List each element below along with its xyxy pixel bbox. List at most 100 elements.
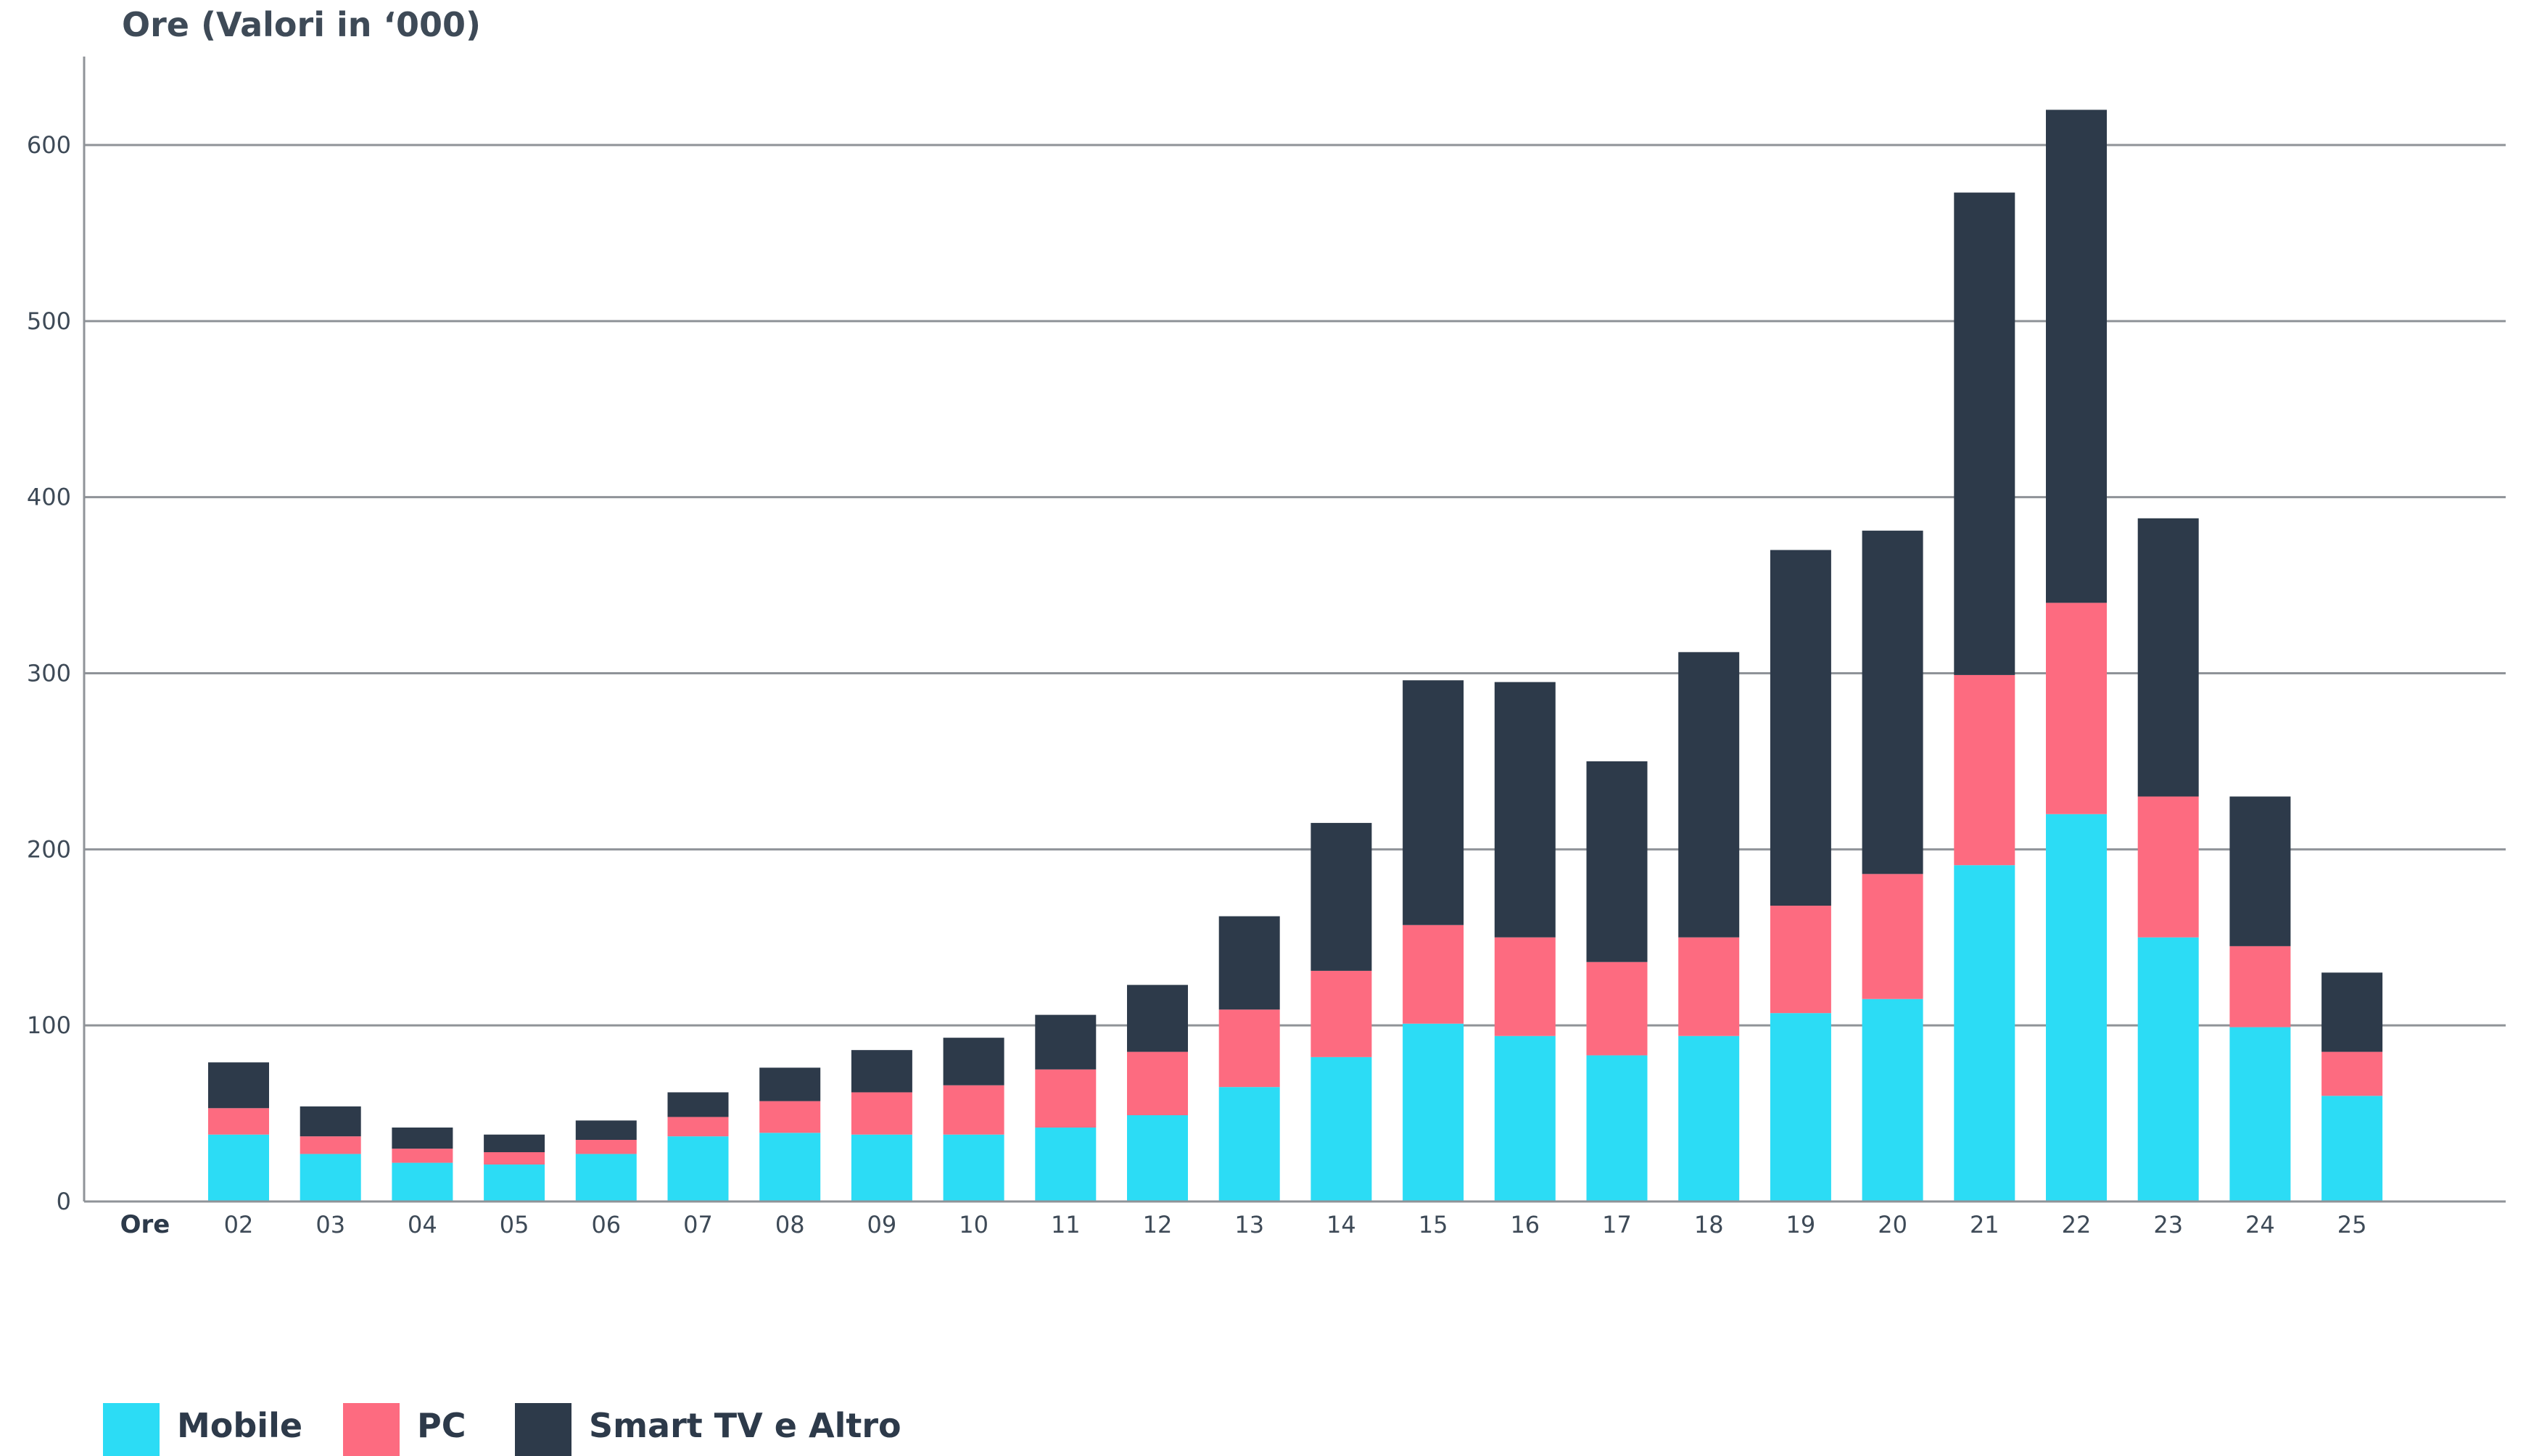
bar-smart-tv-e-altro-03 xyxy=(300,1106,361,1137)
x-tick-label: 10 xyxy=(959,1211,988,1238)
y-tick-label: 100 xyxy=(27,1012,71,1039)
chart-title: Ore (Valori in ‘000) xyxy=(122,5,481,44)
bar-mobile-04 xyxy=(392,1162,453,1201)
bar-pc-22 xyxy=(2046,603,2107,814)
bar-mobile-11 xyxy=(1035,1128,1097,1201)
bar-mobile-10 xyxy=(943,1134,1004,1201)
x-tick-label: 16 xyxy=(1510,1211,1540,1238)
bar-mobile-06 xyxy=(575,1154,637,1201)
bar-mobile-14 xyxy=(1311,1056,1372,1201)
bar-smart-tv-e-altro-07 xyxy=(667,1092,729,1117)
x-tick-label: 22 xyxy=(2062,1211,2092,1238)
y-tick-label: 500 xyxy=(27,307,71,335)
x-tick-label: 02 xyxy=(224,1211,254,1238)
y-tick-label: 600 xyxy=(27,131,71,159)
x-tick-label: 12 xyxy=(1143,1211,1173,1238)
bar-mobile-02 xyxy=(208,1134,269,1201)
y-axis-tick-labels: 0 100 200 300 400 500 600 xyxy=(27,131,71,1215)
bar-mobile-23 xyxy=(2137,937,2199,1201)
bar-smart-tv-e-altro-25 xyxy=(2321,972,2383,1052)
bar-mobile-19 xyxy=(1770,1013,1831,1201)
x-tick-label: 08 xyxy=(775,1211,805,1238)
bar-mobile-16 xyxy=(1494,1035,1556,1201)
bar-mobile-05 xyxy=(484,1165,545,1201)
x-tick-label: 05 xyxy=(500,1211,529,1238)
x-tick-label: 20 xyxy=(1878,1211,1907,1238)
bar-smart-tv-e-altro-14 xyxy=(1311,822,1372,971)
bar-smart-tv-e-altro-05 xyxy=(484,1134,545,1153)
bar-mobile-08 xyxy=(759,1133,821,1201)
y-tick-label: 300 xyxy=(27,660,71,687)
bar-smart-tv-e-altro-15 xyxy=(1403,680,1464,925)
bar-pc-11 xyxy=(1035,1069,1097,1128)
bar-mobile-07 xyxy=(667,1136,729,1201)
bar-pc-02 xyxy=(208,1108,269,1135)
bar-pc-09 xyxy=(851,1092,912,1135)
bar-pc-07 xyxy=(667,1117,729,1137)
x-tick-label: 24 xyxy=(2245,1211,2275,1238)
bar-pc-23 xyxy=(2137,796,2199,938)
bar-smart-tv-e-altro-21 xyxy=(1954,192,2015,675)
bar-pc-04 xyxy=(392,1149,453,1163)
bar-pc-10 xyxy=(943,1085,1004,1135)
x-tick-label: 19 xyxy=(1786,1211,1816,1238)
bar-smart-tv-e-altro-16 xyxy=(1494,682,1556,938)
bar-mobile-22 xyxy=(2046,814,2107,1201)
x-tick-label: 15 xyxy=(1419,1211,1448,1238)
x-tick-label: 04 xyxy=(408,1211,437,1238)
bar-mobile-21 xyxy=(1954,865,2015,1201)
bar-smart-tv-e-altro-24 xyxy=(2229,796,2291,946)
bar-pc-17 xyxy=(1586,961,1648,1056)
x-axis-tick-labels: 02 03 04 05 06 07 08 09 10 11 12 13 14 15 16 17 18 19 20 21… xyxy=(224,1211,2367,1238)
bar-pc-21 xyxy=(1954,674,2015,866)
bar-pc-05 xyxy=(484,1152,545,1165)
x-tick-label: 09 xyxy=(867,1211,897,1238)
bar-smart-tv-e-altro-22 xyxy=(2046,109,2107,603)
x-tick-label: 23 xyxy=(2153,1211,2183,1238)
legend-swatch-pc xyxy=(343,1403,400,1456)
legend: Mobile PC Smart TV e Altro xyxy=(103,1403,901,1456)
bar-smart-tv-e-altro-08 xyxy=(759,1067,821,1101)
bar-smart-tv-e-altro-23 xyxy=(2137,518,2199,797)
bar-mobile-03 xyxy=(300,1154,361,1201)
x-tick-label: 17 xyxy=(1602,1211,1632,1238)
x-axis-label: Ore xyxy=(120,1210,170,1239)
legend-label-pc: PC xyxy=(417,1406,466,1445)
bar-mobile-12 xyxy=(1127,1115,1188,1201)
bar-pc-16 xyxy=(1494,937,1556,1036)
x-tick-label: 11 xyxy=(1051,1211,1081,1238)
bar-smart-tv-e-altro-11 xyxy=(1035,1014,1097,1070)
bar-mobile-15 xyxy=(1403,1023,1464,1201)
bar-pc-25 xyxy=(2321,1051,2383,1096)
x-tick-label: 14 xyxy=(1326,1211,1356,1238)
bar-pc-13 xyxy=(1218,1009,1280,1088)
y-tick-label: 200 xyxy=(27,835,71,863)
bar-pc-14 xyxy=(1311,970,1372,1057)
bar-smart-tv-e-altro-17 xyxy=(1586,761,1648,962)
legend-swatch-smart-tv-e-altro xyxy=(515,1403,571,1456)
bar-smart-tv-e-altro-09 xyxy=(851,1050,912,1093)
bar-smart-tv-e-altro-02 xyxy=(208,1062,269,1109)
x-tick-label: 21 xyxy=(1970,1211,1999,1238)
bar-smart-tv-e-altro-20 xyxy=(1862,530,1923,874)
bar-pc-06 xyxy=(575,1140,637,1154)
bar-mobile-18 xyxy=(1678,1035,1740,1201)
bar-smart-tv-e-altro-18 xyxy=(1678,652,1740,938)
bar-pc-19 xyxy=(1770,906,1831,1014)
x-tick-label: 03 xyxy=(315,1211,345,1238)
bar-mobile-09 xyxy=(851,1134,912,1201)
x-tick-label: 25 xyxy=(2337,1211,2367,1238)
bar-pc-24 xyxy=(2229,946,2291,1027)
legend-label-mobile: Mobile xyxy=(177,1406,302,1445)
bar-smart-tv-e-altro-12 xyxy=(1127,985,1188,1052)
bar-pc-12 xyxy=(1127,1051,1188,1116)
bar-pc-18 xyxy=(1678,937,1740,1036)
bar-smart-tv-e-altro-04 xyxy=(392,1128,453,1149)
x-tick-label: 18 xyxy=(1694,1211,1724,1238)
bar-smart-tv-e-altro-19 xyxy=(1770,550,1831,906)
bar-pc-08 xyxy=(759,1101,821,1133)
y-tick-label: 400 xyxy=(27,484,71,511)
x-tick-label: 07 xyxy=(683,1211,713,1238)
bar-mobile-13 xyxy=(1218,1087,1280,1201)
